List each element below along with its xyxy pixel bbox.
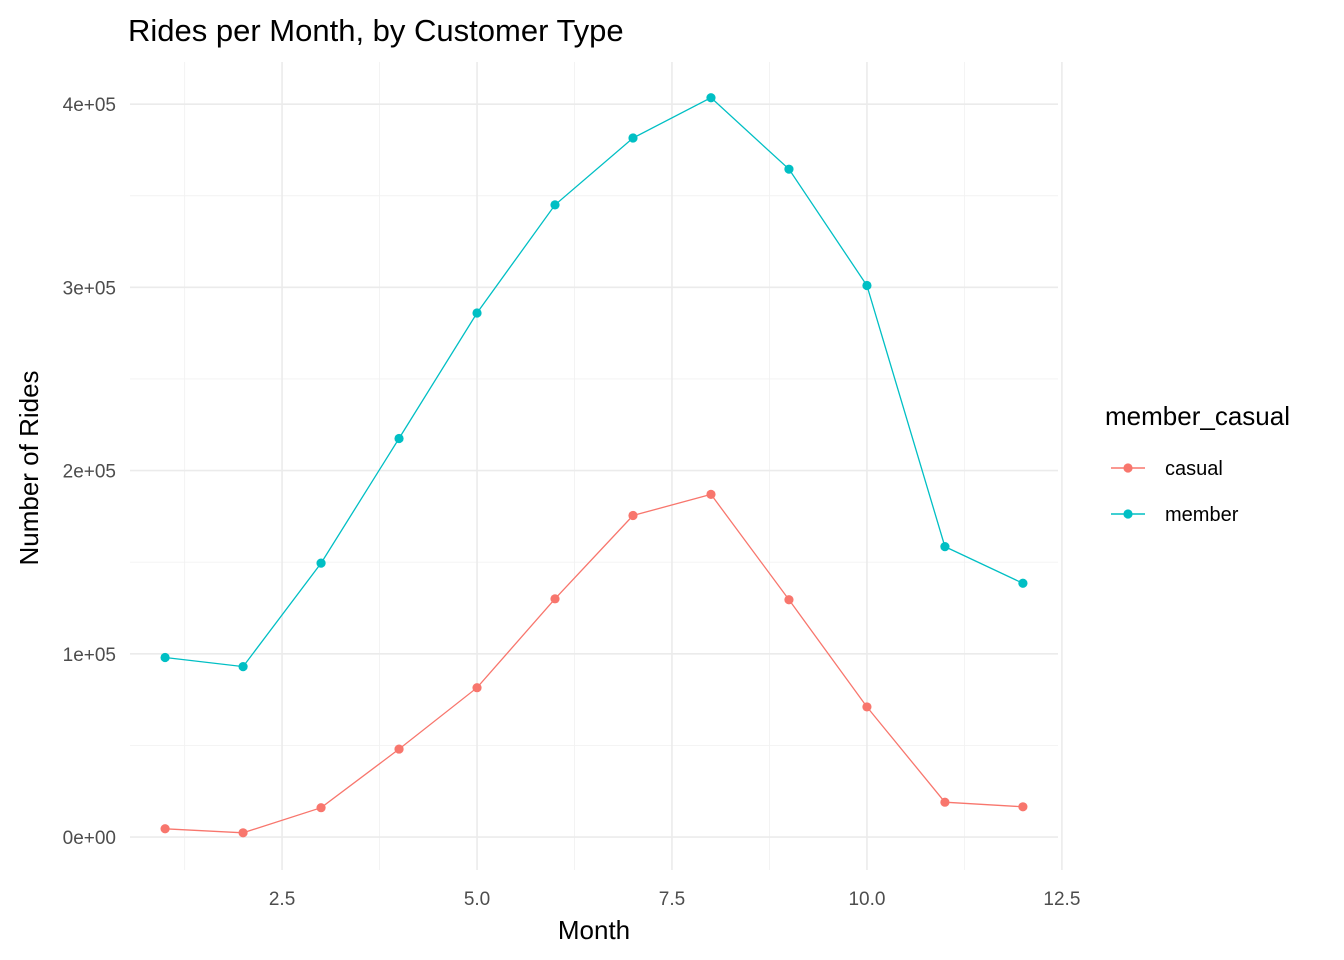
data-point-member — [472, 308, 482, 318]
data-point-member — [550, 200, 560, 210]
data-point-casual — [1018, 802, 1028, 812]
x-tick-label: 7.5 — [659, 889, 685, 910]
y-axis-ticks: 0e+00 1e+05 2e+05 3e+05 4e+05 — [63, 95, 116, 849]
data-point-member — [160, 652, 170, 663]
series-layer — [160, 93, 1028, 838]
data-point-casual — [940, 797, 950, 807]
series-member — [160, 93, 1028, 672]
data-point-casual — [394, 744, 404, 754]
legend-item-casual: casual — [1111, 458, 1223, 480]
data-point-member — [1018, 578, 1028, 588]
x-tick-label: 2.5 — [269, 889, 295, 910]
x-tick-label: 12.5 — [1043, 889, 1080, 910]
data-point-member — [784, 164, 794, 174]
series-line-casual — [165, 493, 1023, 834]
legend-key-point — [1123, 509, 1133, 519]
data-point-casual — [862, 702, 872, 712]
legend: member_casual casual member — [1105, 401, 1290, 526]
chart-title: Rides per Month, by Customer Type — [128, 13, 624, 48]
y-axis-title: Number of Rides — [14, 370, 44, 565]
data-point-member — [706, 93, 716, 103]
legend-title: member_casual — [1105, 401, 1290, 431]
data-point-member — [238, 662, 248, 672]
data-point-casual — [316, 803, 326, 813]
y-tick-label: 4e+05 — [63, 95, 116, 116]
x-tick-label: 5.0 — [464, 889, 490, 910]
data-point-casual — [706, 489, 716, 499]
data-point-casual — [628, 510, 638, 521]
data-point-casual — [550, 594, 560, 604]
data-point-member — [316, 558, 326, 568]
legend-label: member — [1165, 504, 1239, 526]
series-casual — [160, 489, 1028, 838]
data-point-member — [394, 433, 404, 444]
data-point-casual — [472, 683, 482, 693]
data-point-casual — [784, 595, 794, 605]
data-point-casual — [160, 824, 170, 834]
data-point-member — [862, 280, 872, 291]
data-point-member — [628, 133, 638, 143]
y-tick-label: 3e+05 — [63, 278, 116, 299]
x-tick-label: 10.0 — [848, 889, 885, 910]
legend-label: casual — [1165, 458, 1223, 480]
x-axis-title: Month — [558, 915, 630, 945]
series-line-member — [165, 96, 1024, 668]
legend-item-member: member — [1111, 504, 1239, 526]
data-point-casual — [238, 828, 248, 838]
y-tick-label: 2e+05 — [63, 462, 116, 483]
x-axis-ticks: 2.5 5.0 7.5 10.0 12.5 — [269, 889, 1081, 910]
grid — [130, 62, 1063, 870]
y-tick-label: 1e+05 — [63, 645, 116, 666]
y-tick-label: 0e+00 — [63, 828, 116, 849]
data-point-member — [940, 542, 950, 552]
legend-key-point — [1123, 463, 1133, 473]
